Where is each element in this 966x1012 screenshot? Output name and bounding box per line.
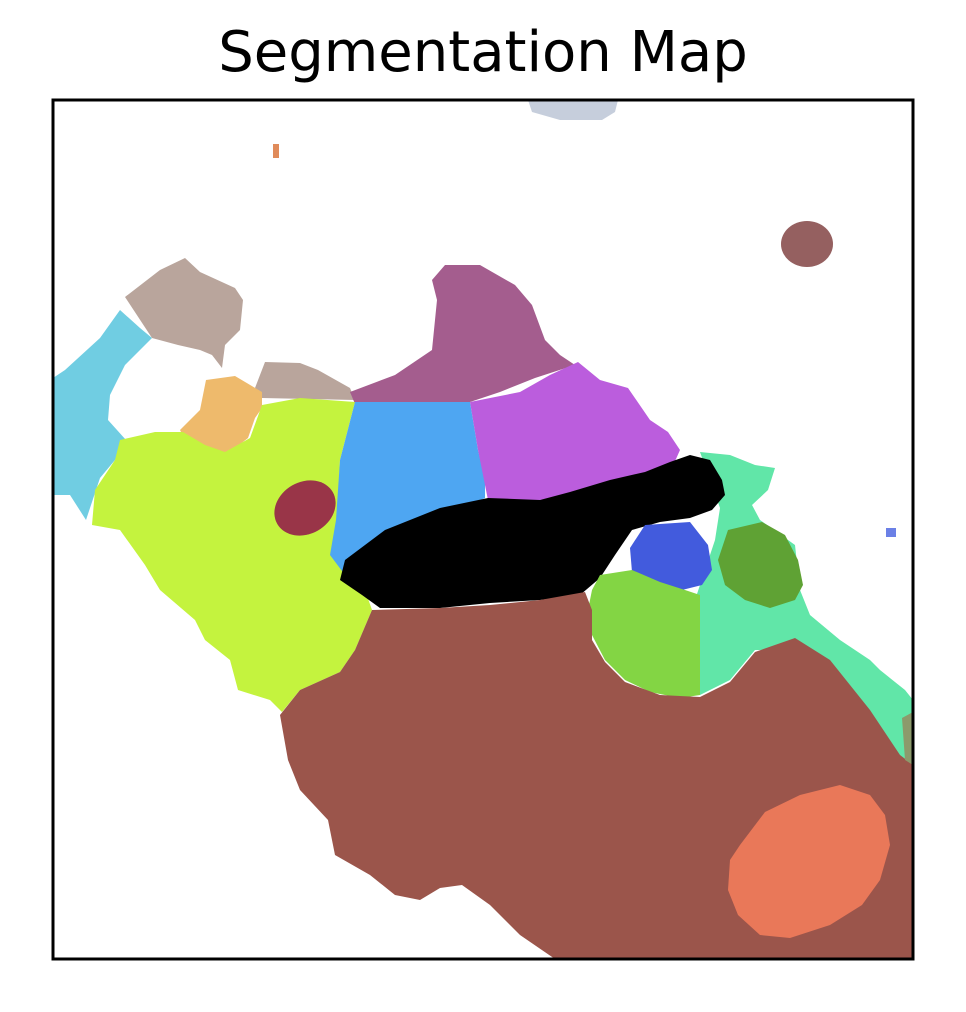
segment-crimson	[274, 480, 336, 536]
segment-violet	[470, 362, 680, 500]
segment-royal-blue	[630, 522, 712, 590]
segment-cyan	[53, 310, 152, 520]
segment-lime	[92, 398, 372, 712]
segment-orange-cap	[180, 376, 262, 455]
segment-salmon	[728, 785, 890, 938]
segment-orange-speck	[273, 144, 279, 158]
segments-layer	[53, 100, 913, 959]
chart-title: Segmentation Map	[218, 20, 748, 85]
segment-top-grey	[528, 100, 618, 120]
segment-light-green	[588, 570, 700, 698]
segment-blue	[330, 402, 485, 575]
segment-olive	[718, 522, 803, 608]
segment-black	[340, 455, 725, 608]
segment-edge-olive	[902, 712, 913, 765]
segment-purple	[350, 265, 575, 404]
segment-blue-speck	[886, 528, 896, 537]
segment-mauve-blob	[781, 221, 833, 267]
segment-tan	[125, 258, 355, 400]
plot-frame	[51, 98, 915, 961]
